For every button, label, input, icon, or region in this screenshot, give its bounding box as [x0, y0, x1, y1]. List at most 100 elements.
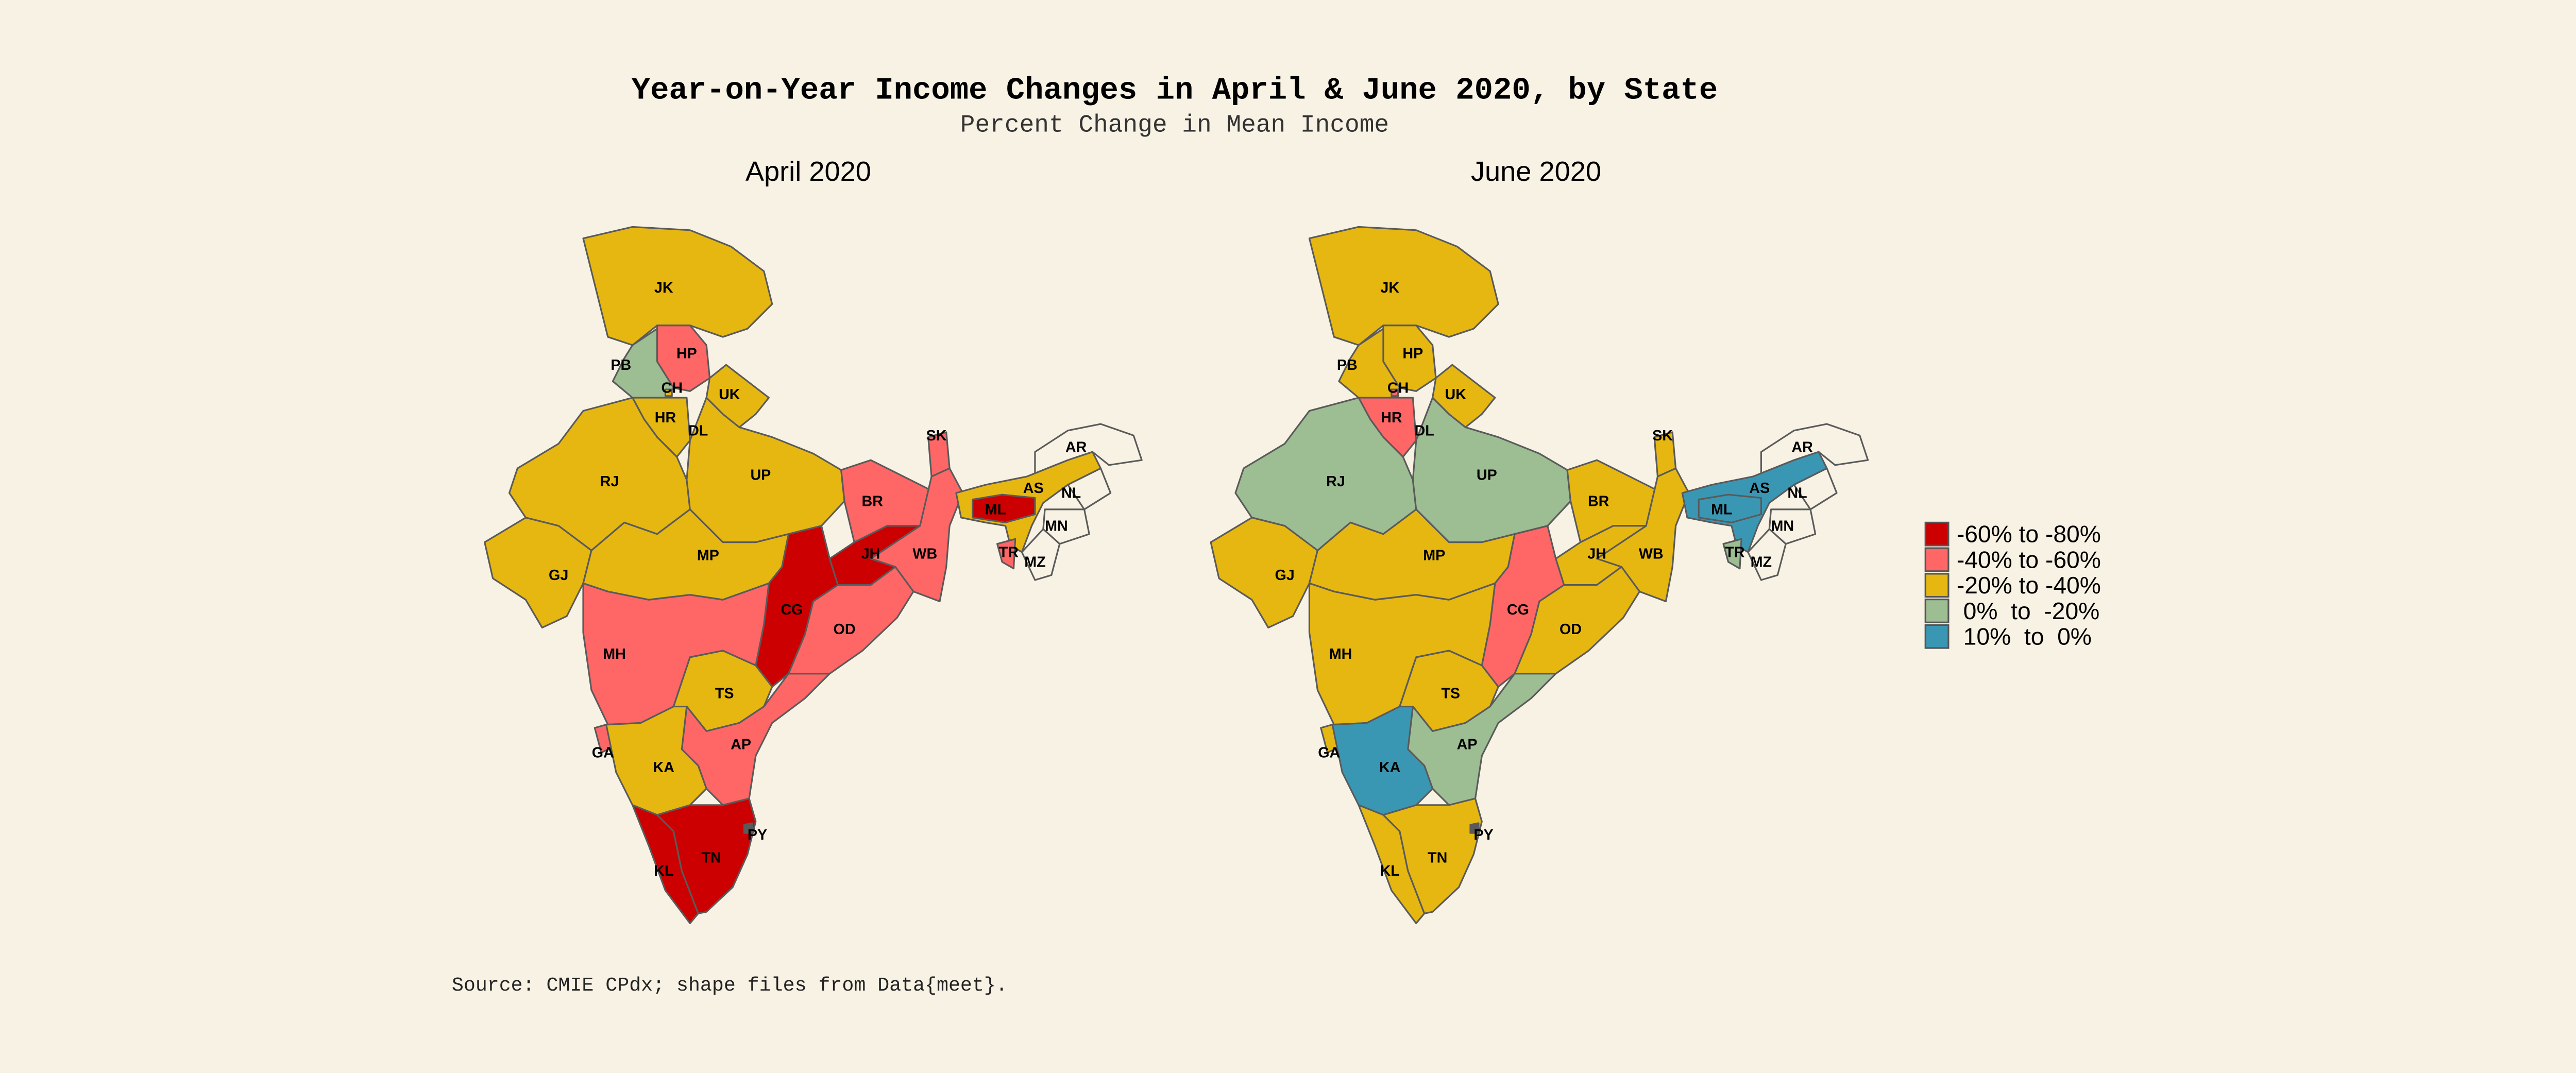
state-label-dl: DL: [688, 422, 708, 439]
map-june: JK HP PB CH UK HR DL RJ UP GJ MP BR SK WB JH CG OD MH TS GA…: [1210, 226, 1869, 925]
state-label-cg: CG: [781, 602, 803, 618]
state-label-dl: DL: [1415, 422, 1434, 439]
state-label-rj: RJ: [600, 473, 619, 490]
state-label-uk: UK: [1445, 386, 1467, 403]
state-tn: [1382, 797, 1483, 914]
state-mn: [1768, 508, 1817, 545]
state-gj: [484, 517, 592, 629]
legend-label: -60% to -80%: [1957, 521, 2101, 548]
state-label-up: UP: [1477, 467, 1497, 483]
state-label-mn: MN: [1771, 518, 1794, 534]
legend-swatch: [1924, 573, 1950, 598]
state-mz: [1747, 528, 1787, 581]
state-label-br: BR: [862, 493, 884, 510]
state-label-mp: MP: [697, 548, 719, 564]
state-label-ga: GA: [1318, 744, 1340, 761]
state-label-wb: WB: [912, 546, 937, 563]
state-od: [788, 566, 914, 675]
state-label-od: OD: [834, 621, 856, 638]
state-label-jk: JK: [1380, 280, 1399, 296]
state-mz: [1021, 528, 1061, 581]
legend-swatch: [1924, 547, 1950, 572]
state-label-kl: KL: [654, 863, 673, 879]
state-label-ar: AR: [1065, 439, 1087, 455]
state-label-hp: HP: [1402, 346, 1423, 362]
state-label-tr: TR: [999, 544, 1019, 560]
state-label-ap: AP: [1457, 736, 1478, 753]
state-label-uk: UK: [719, 386, 740, 403]
state-label-hp: HP: [676, 346, 697, 362]
state-label-cg: CG: [1507, 602, 1529, 618]
state-nl: [1067, 467, 1112, 510]
panel-title-april: April 2020: [745, 156, 871, 187]
state-label-ml: ML: [1711, 501, 1732, 518]
legend-label: -20% to -40%: [1957, 572, 2101, 599]
state-mn: [1042, 508, 1090, 545]
state-py: [1469, 822, 1480, 834]
state-ml: [972, 493, 1036, 523]
state-py: [743, 822, 754, 834]
state-tn: [656, 797, 757, 914]
state-label-ml: ML: [985, 501, 1006, 518]
state-label-mn: MN: [1045, 518, 1068, 534]
state-label-mh: MH: [603, 646, 626, 662]
state-label-tn: TN: [1428, 849, 1447, 866]
state-label-tr: TR: [1725, 544, 1745, 560]
state-label-mh: MH: [1329, 646, 1352, 662]
state-label-br: BR: [1588, 493, 1609, 510]
state-ka: [605, 705, 707, 816]
state-gj: [1210, 517, 1318, 629]
state-label-ga: GA: [592, 744, 614, 761]
state-label-gj: GJ: [549, 567, 568, 584]
legend-swatch: [1924, 521, 1950, 547]
state-label-jh: JH: [1587, 546, 1606, 563]
state-label-gj: GJ: [1275, 567, 1294, 584]
state-label-ts: TS: [715, 686, 734, 702]
state-label-ch: CH: [1387, 380, 1409, 396]
state-label-ts: TS: [1441, 686, 1460, 702]
state-label-hr: HR: [1381, 410, 1402, 426]
state-label-sk: SK: [1652, 428, 1673, 444]
state-label-ch: CH: [661, 380, 682, 396]
legend-label: 10% to 0%: [1957, 623, 2092, 650]
legend-label: -40% to -60%: [1957, 546, 2101, 573]
chart-subtitle: Percent Change in Mean Income: [960, 111, 1389, 139]
source-note: Source: CMIE CPdx; shape files from Data…: [452, 975, 1008, 997]
legend: -60% to -80%-40% to -60%-20% to -40% 0% …: [1924, 521, 2101, 650]
state-label-tn: TN: [702, 849, 721, 866]
state-tr: [996, 538, 1016, 570]
state-ka: [1331, 705, 1434, 816]
state-label-mz: MZ: [1751, 554, 1772, 570]
legend-swatch: [1924, 599, 1950, 623]
state-label-py: PY: [1473, 827, 1493, 843]
state-label-nl: NL: [1787, 485, 1807, 502]
state-label-mp: MP: [1423, 548, 1445, 564]
state-label-as: AS: [1023, 480, 1044, 497]
state-label-jk: JK: [654, 280, 673, 296]
state-label-ar: AR: [1791, 439, 1813, 455]
state-ch: [664, 388, 673, 397]
state-label-ka: KA: [653, 759, 674, 776]
state-label-wb: WB: [1639, 546, 1664, 563]
legend-swatch: [1924, 624, 1950, 649]
state-label-od: OD: [1560, 621, 1582, 638]
state-label-ap: AP: [731, 736, 751, 753]
state-nl: [1793, 467, 1838, 510]
state-jk: [582, 226, 773, 346]
legend-label: 0% to -20%: [1957, 598, 2099, 624]
state-ml: [1698, 493, 1762, 523]
state-label-pb: PB: [611, 357, 631, 373]
chart-title: Year-on-Year Income Changes in April & J…: [632, 74, 1718, 109]
state-label-nl: NL: [1061, 485, 1081, 502]
state-label-hr: HR: [655, 410, 676, 426]
state-label-up: UP: [750, 467, 771, 483]
state-jk: [1308, 226, 1499, 346]
state-ch: [1391, 388, 1399, 397]
panel-title-june: June 2020: [1471, 156, 1601, 187]
state-label-rj: RJ: [1326, 473, 1345, 490]
state-label-jh: JH: [861, 546, 880, 563]
state-label-kl: KL: [1380, 863, 1400, 879]
state-label-as: AS: [1749, 480, 1770, 497]
map-april: JK HP PB CH UK HR DL RJ UP GJ MP BR SK WB JH CG OD MH TS GA…: [484, 226, 1143, 925]
